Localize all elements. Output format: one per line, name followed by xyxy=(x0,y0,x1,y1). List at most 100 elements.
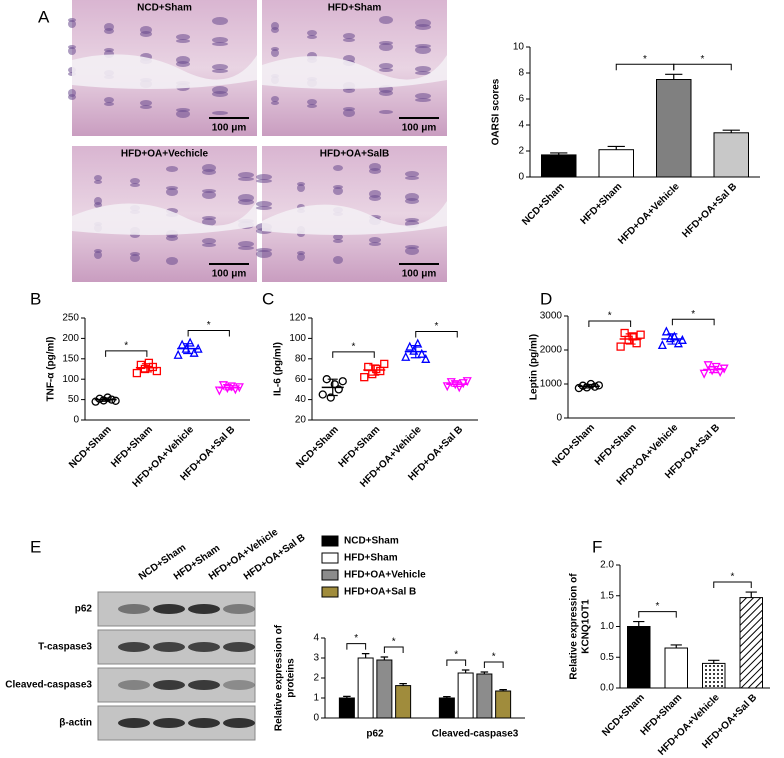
error-bar xyxy=(410,344,421,359)
tissue-cluster xyxy=(415,71,431,75)
tissue-cluster xyxy=(333,187,343,195)
significance-label: * xyxy=(435,321,439,332)
bar xyxy=(713,132,749,178)
error-bar xyxy=(443,696,451,698)
y-tick-label: 4 xyxy=(518,120,524,131)
significance-label: * xyxy=(608,311,612,322)
panel-letter: A xyxy=(38,7,50,26)
tissue-cluster xyxy=(104,97,114,103)
data-point xyxy=(657,339,667,350)
tissue-cluster xyxy=(405,176,419,180)
y-tick-label: 250 xyxy=(62,313,79,324)
tissue-cluster xyxy=(343,109,355,117)
panel-letter: D xyxy=(540,289,552,308)
legend-label: HFD+OA+Sal B xyxy=(344,587,416,598)
error-bar xyxy=(452,381,463,387)
error-bar xyxy=(224,385,235,391)
scale-label: 100 μm xyxy=(212,123,247,134)
y-tick-label: 6 xyxy=(518,94,524,105)
tissue-cluster xyxy=(176,110,190,118)
x-tick-label: HFD+Sham xyxy=(579,181,625,227)
data-point xyxy=(401,351,411,361)
significance-label: * xyxy=(731,572,735,583)
tissue-cluster xyxy=(176,34,190,40)
tissue-cluster xyxy=(405,247,419,255)
data-point xyxy=(405,341,415,351)
tissue-cluster xyxy=(256,201,272,207)
blot-band xyxy=(118,604,150,614)
x-tick-label: HFD+Sham xyxy=(337,424,383,470)
tissue-cluster xyxy=(68,20,76,28)
data-point xyxy=(616,342,625,351)
tissue-cluster xyxy=(166,257,178,265)
tissue-cluster xyxy=(271,49,279,57)
error-bar xyxy=(607,145,625,150)
data-point xyxy=(95,394,104,403)
x-tick-label: NCD+Sham xyxy=(67,424,114,471)
significance-label: * xyxy=(454,650,458,661)
error-bar xyxy=(499,689,507,691)
tissue-cluster xyxy=(202,218,216,226)
tissue-cluster xyxy=(166,166,178,172)
blot-row-label: p62 xyxy=(75,604,93,615)
y-tick-label: 0.5 xyxy=(600,652,614,663)
tissue-cluster xyxy=(166,188,178,196)
tissue-cluster xyxy=(369,195,381,201)
tissue-cluster xyxy=(369,237,381,243)
significance-bracket xyxy=(483,661,504,668)
blot-band xyxy=(118,680,150,690)
error-bar xyxy=(327,378,338,397)
lane-label: HFD+OA+Sal B xyxy=(242,532,307,582)
tissue-cluster xyxy=(271,27,279,33)
significance-bracket xyxy=(588,320,632,327)
legend-swatch xyxy=(321,535,339,547)
error-bar xyxy=(461,669,470,673)
data-point xyxy=(132,368,142,378)
tissue-cluster xyxy=(130,178,140,184)
panel-letter: F xyxy=(592,537,602,556)
tissue-cluster xyxy=(212,42,228,46)
error-bar xyxy=(665,73,683,80)
error-bar xyxy=(708,659,720,664)
x-tick-label: p62 xyxy=(366,729,384,740)
y-tick-label: 10 xyxy=(513,42,525,53)
tissue-cluster xyxy=(94,175,102,181)
data-point xyxy=(661,326,671,336)
blot-band xyxy=(223,680,255,690)
tissue-cluster xyxy=(130,254,140,262)
x-tick-label: HFD+Sham xyxy=(593,422,639,468)
tissue-cluster xyxy=(104,28,114,34)
y-tick-label: 60 xyxy=(295,374,307,385)
y-tick-label: 8 xyxy=(518,68,524,79)
tissue-cluster xyxy=(256,174,272,180)
significance-bracket xyxy=(383,646,404,653)
panel-letter: B xyxy=(30,289,41,308)
blot-band xyxy=(223,604,255,614)
tissue-cluster xyxy=(94,251,102,259)
tissue-cluster xyxy=(379,16,393,24)
error-bar xyxy=(745,591,757,598)
tissue-cluster xyxy=(202,191,216,199)
error-bar xyxy=(709,365,720,374)
blot-row-label: Cleaved-caspase3 xyxy=(5,680,92,691)
y-tick-label: 1.5 xyxy=(600,590,614,601)
tissue-cluster xyxy=(333,256,343,264)
data-point xyxy=(594,381,604,390)
data-point xyxy=(574,383,584,393)
tissue-cluster xyxy=(307,104,317,108)
y-tick-label: 0.0 xyxy=(600,683,614,694)
tissue-cluster xyxy=(94,180,102,184)
tissue-gap xyxy=(72,201,257,235)
tissue-cluster xyxy=(333,234,343,240)
micrograph-label: HFD+OA+Vechicle xyxy=(121,149,209,160)
significance-label: * xyxy=(656,601,660,612)
y-tick-label: 0 xyxy=(313,713,319,724)
error-bar xyxy=(183,343,194,355)
blot-band xyxy=(153,604,185,614)
tissue-cluster xyxy=(202,238,216,244)
significance-label: * xyxy=(492,652,496,663)
significance-label: * xyxy=(691,309,695,320)
blot-band xyxy=(223,642,255,652)
legend-swatch xyxy=(321,569,339,581)
